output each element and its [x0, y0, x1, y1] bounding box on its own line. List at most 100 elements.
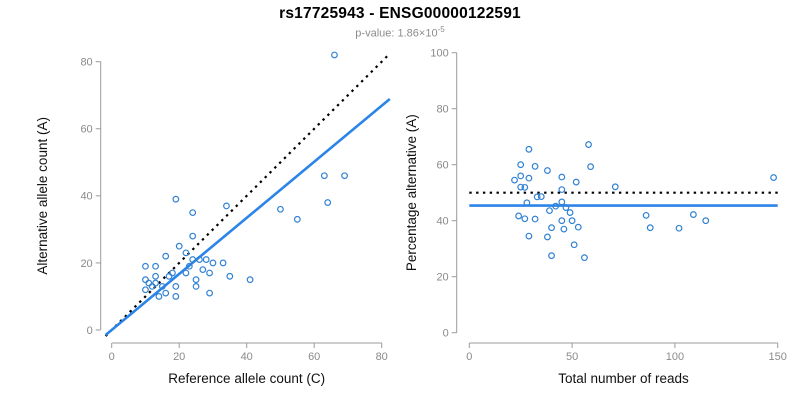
- data-point: [293, 215, 301, 223]
- data-point: [533, 193, 541, 201]
- data-point: [770, 174, 777, 181]
- data-point: [537, 193, 545, 201]
- data-point: [152, 262, 159, 270]
- data-point: [142, 262, 149, 270]
- data-point: [558, 186, 566, 194]
- y-tick-label: 60: [436, 160, 448, 172]
- data-point: [558, 198, 566, 206]
- data-point: [574, 223, 582, 231]
- data-point: [189, 256, 197, 263]
- data-point: [172, 195, 180, 203]
- data-point: [702, 217, 710, 225]
- y-tick-label: 0: [443, 328, 449, 340]
- y-axis: [95, 61, 102, 331]
- y-tick-label: 100: [430, 48, 448, 60]
- data-point: [209, 259, 217, 267]
- pvalue-subtitle: p-value: 1.86×10-5: [0, 25, 800, 40]
- data-point: [158, 282, 166, 290]
- data-point: [341, 172, 348, 180]
- data-point: [690, 211, 697, 218]
- allele-count-scatter-plot: 0 20 40 60 80 0 20 40 60 80 Reference allele count…: [35, 51, 391, 386]
- x-tick-label: 100: [666, 351, 684, 363]
- x-tick-label: 20: [173, 351, 185, 363]
- x-tick-label: 0: [109, 351, 115, 363]
- data-point: [162, 289, 170, 297]
- x-axis-title: Reference allele count (C): [168, 371, 325, 386]
- data-point: [570, 241, 578, 249]
- data-point: [185, 262, 193, 270]
- data-point: [548, 224, 555, 232]
- data-point: [552, 202, 560, 210]
- data-point: [546, 207, 553, 215]
- data-point: [525, 174, 533, 182]
- data-point: [192, 276, 200, 284]
- data-point: [523, 199, 531, 207]
- identity-line: [104, 52, 391, 337]
- data-point: [145, 279, 153, 287]
- page-title: rs17725943 - ENSG00000122591: [279, 5, 521, 22]
- data-point: [611, 183, 619, 191]
- data-point: [223, 202, 230, 210]
- data-point: [517, 183, 525, 191]
- data-point: [548, 252, 555, 260]
- x-tick-label: 40: [241, 351, 253, 363]
- data-point: [148, 282, 156, 290]
- regression-fit-line: [104, 97, 391, 337]
- data-point: [162, 252, 170, 260]
- percentage-alternative-scatter-plot: 0 50 100 150 0 20 40 60 80 100 Total number of rea…: [404, 48, 787, 386]
- data-point: [182, 249, 190, 257]
- x-axis: [111, 342, 383, 348]
- data-point: [152, 272, 159, 280]
- data-points: [142, 51, 348, 300]
- x-axis-title: Total number of reads: [558, 371, 689, 386]
- data-point: [324, 199, 332, 206]
- data-point: [246, 276, 254, 284]
- data-point: [572, 178, 580, 186]
- data-point: [226, 272, 234, 280]
- data-point: [521, 215, 529, 223]
- y-tick-label: 20: [436, 272, 448, 284]
- data-point: [525, 232, 533, 240]
- data-point: [544, 233, 551, 241]
- data-point: [152, 279, 159, 287]
- data-point: [320, 172, 328, 180]
- data-point: [175, 242, 183, 250]
- y-tick-label: 20: [80, 258, 92, 270]
- data-point: [517, 172, 525, 180]
- x-tick-label: 50: [566, 351, 578, 363]
- pvalue-exponent: -5: [437, 25, 445, 34]
- data-point: [192, 282, 200, 290]
- data-point: [558, 173, 566, 181]
- data-point: [155, 293, 163, 300]
- y-tick-label: 40: [80, 191, 92, 203]
- data-point: [515, 212, 523, 220]
- data-point: [531, 162, 539, 170]
- data-point: [142, 286, 149, 294]
- y-axis: [451, 52, 458, 334]
- data-point: [182, 269, 190, 277]
- x-axis: [468, 342, 779, 348]
- y-tick-label: 80: [80, 57, 92, 69]
- data-point: [642, 211, 650, 219]
- y-tick-label: 40: [436, 216, 448, 228]
- data-point: [517, 161, 525, 169]
- data-point: [581, 254, 588, 262]
- data-point: [277, 205, 284, 213]
- data-point: [511, 176, 518, 184]
- x-tick-label: 150: [769, 351, 787, 363]
- data-point: [219, 259, 227, 267]
- data-point: [172, 293, 180, 300]
- data-point: [562, 204, 570, 211]
- y-axis-title: Alternative allele count (A): [35, 117, 50, 275]
- data-point: [525, 145, 533, 153]
- data-point: [199, 266, 207, 274]
- data-point: [646, 224, 654, 232]
- data-point: [568, 217, 576, 225]
- data-point: [165, 272, 173, 280]
- data-point: [206, 289, 213, 297]
- data-points: [511, 141, 777, 262]
- data-point: [558, 217, 566, 225]
- data-point: [675, 224, 683, 232]
- pvalue-text: p-value: 1.86×10: [355, 27, 438, 40]
